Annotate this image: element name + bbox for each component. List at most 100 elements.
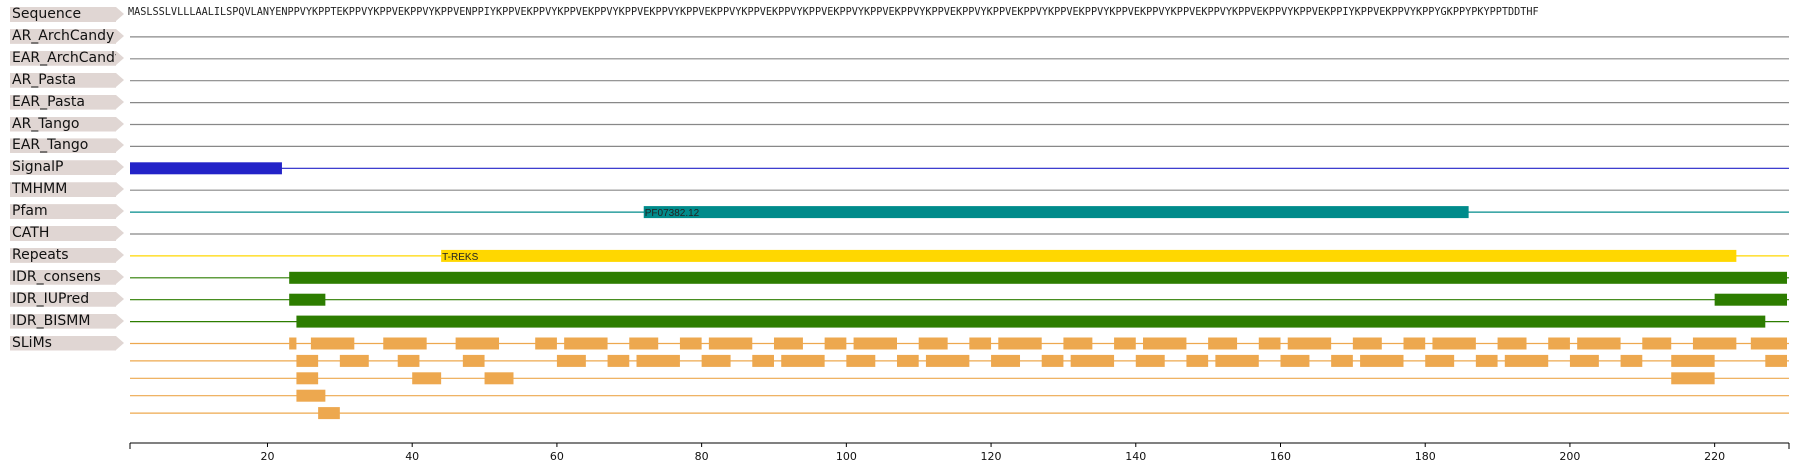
label-arrow xyxy=(116,50,124,65)
feature-idr-bismm-0 xyxy=(296,315,1766,328)
slim-motif xyxy=(1569,354,1599,367)
slim-motif xyxy=(1280,354,1310,367)
slim-motif xyxy=(752,354,774,367)
slim-motif xyxy=(1258,337,1281,350)
slim-motif xyxy=(1765,354,1787,367)
track-label-ear-tango[interactable]: EAR_Tango xyxy=(10,138,116,154)
slim-motif xyxy=(556,354,586,367)
slim-motif xyxy=(318,407,340,420)
track-label-ear-pasta[interactable]: EAR_Pasta xyxy=(10,94,116,110)
slim-motif xyxy=(412,372,442,385)
label-arrow xyxy=(116,160,124,175)
slim-motif xyxy=(397,354,420,367)
label-arrow xyxy=(116,116,124,131)
label-arrow xyxy=(116,204,124,219)
slim-motif xyxy=(991,354,1021,367)
track-label-cath[interactable]: CATH xyxy=(10,226,116,241)
x-axis-tick-label: 200 xyxy=(1559,450,1580,463)
label-arrow xyxy=(116,138,124,153)
slim-motif xyxy=(1403,337,1426,350)
label-arrow xyxy=(116,7,124,21)
slim-motif xyxy=(918,337,948,350)
track-label-sequence[interactable]: Sequence xyxy=(10,7,116,22)
feature-label-repeats: T-REKS xyxy=(442,252,478,263)
track-label-ar-archcandy[interactable]: AR_ArchCandy xyxy=(10,27,116,44)
label-arrow xyxy=(116,335,124,350)
slim-motif xyxy=(296,372,319,385)
slim-motif xyxy=(564,337,608,350)
slim-motif xyxy=(781,354,825,367)
slim-motif xyxy=(383,337,427,350)
slim-motif xyxy=(1504,354,1549,367)
x-axis-tick-label: 160 xyxy=(1270,450,1291,463)
slim-motif xyxy=(1360,354,1404,367)
slim-motif xyxy=(1186,354,1209,367)
track-label-ar-pasta[interactable]: AR_Pasta xyxy=(10,72,116,88)
label-arrow xyxy=(116,313,124,328)
track-label-idr-bismm[interactable]: IDR_BISMM xyxy=(10,313,116,329)
slim-motif xyxy=(629,337,659,350)
track-label-signalp[interactable]: SignalP xyxy=(10,160,116,176)
track-label-idr-iupred[interactable]: IDR_IUPred xyxy=(10,291,116,307)
x-axis-tick-label: 220 xyxy=(1704,450,1725,463)
label-arrow xyxy=(116,94,124,109)
slim-motif xyxy=(998,337,1042,350)
track-label-ear-archcandy[interactable]: EAR_ArchCandy xyxy=(10,49,124,66)
slim-motif xyxy=(1331,354,1353,367)
x-axis-tick-label: 100 xyxy=(836,450,857,463)
slim-motif xyxy=(853,337,897,350)
slim-motif xyxy=(1548,337,1570,350)
slim-motif xyxy=(1475,354,1498,367)
slim-motif xyxy=(462,354,485,367)
label-arrow xyxy=(116,226,124,240)
slim-motif xyxy=(925,354,970,367)
slim-motif xyxy=(1671,372,1715,385)
label-arrow xyxy=(116,182,124,197)
label-arrow xyxy=(116,291,124,306)
feature-idr-iupred-0 xyxy=(289,293,326,306)
slim-motif xyxy=(1577,337,1621,350)
x-axis-tick-label: 80 xyxy=(695,450,709,463)
sequence-text: MASLSSLVLLLAALILSPQVLANYENPPVYKPPTEKPPVY… xyxy=(128,7,1539,18)
slim-motif xyxy=(773,337,803,350)
slim-motif xyxy=(824,337,847,350)
slim-motif xyxy=(339,354,369,367)
slim-motif xyxy=(1287,337,1332,350)
label-arrow xyxy=(116,28,124,43)
slim-motif xyxy=(1208,337,1238,350)
slim-motif xyxy=(535,337,557,350)
slim-motif xyxy=(1041,354,1064,367)
slim-motif xyxy=(484,372,514,385)
track-label-repeats[interactable]: Repeats xyxy=(10,247,116,263)
slim-motif xyxy=(1671,354,1715,367)
slim-motif xyxy=(1750,337,1787,350)
label-arrow xyxy=(116,72,124,87)
x-axis-tick-label: 140 xyxy=(1125,450,1146,463)
slim-motif xyxy=(1143,337,1187,350)
slim-motif xyxy=(1692,337,1737,350)
slim-motif xyxy=(636,354,680,367)
x-axis-tick-label: 40 xyxy=(405,450,419,463)
track-label-idr-consens[interactable]: IDR_consens xyxy=(10,269,116,285)
slim-motif xyxy=(607,354,630,367)
slim-motif xyxy=(701,354,731,367)
x-axis-tick-label: 120 xyxy=(981,450,1002,463)
slim-motif xyxy=(1135,354,1165,367)
feature-label-pfam: PF07382.12 xyxy=(645,208,700,219)
slim-motif xyxy=(455,337,500,350)
slim-motif xyxy=(1352,337,1382,350)
track-label-tmhmm[interactable]: TMHMM xyxy=(10,182,116,198)
track-label-ar-tango[interactable]: AR_Tango xyxy=(10,116,116,132)
feature-repeats-0 xyxy=(441,249,1737,262)
slim-motif xyxy=(1070,354,1115,367)
slim-motif xyxy=(679,337,702,350)
feature-idr-consens-0 xyxy=(289,271,1788,284)
x-axis-tick-label: 20 xyxy=(260,450,274,463)
slim-motif xyxy=(310,337,355,350)
slim-motif xyxy=(296,354,319,367)
x-axis-tick-label: 60 xyxy=(550,450,564,463)
track-label-pfam[interactable]: Pfam xyxy=(10,204,116,220)
slim-motif xyxy=(846,354,876,367)
track-label-slims[interactable]: SLiMs xyxy=(10,335,116,351)
